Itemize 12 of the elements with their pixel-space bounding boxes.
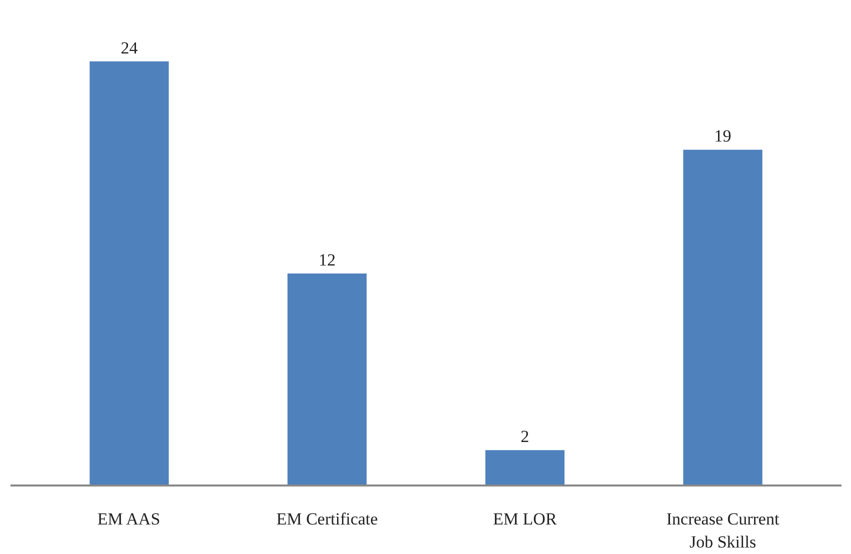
bar xyxy=(288,273,367,486)
x-tick-label: Increase Current Job Skills xyxy=(666,510,780,552)
bar xyxy=(90,61,169,486)
data-label: 12 xyxy=(318,250,336,270)
x-tick-label: EM LOR xyxy=(493,510,558,528)
bar xyxy=(485,450,564,486)
data-label: 2 xyxy=(520,427,530,446)
x-tick-label: EM Certificate xyxy=(276,510,378,528)
x-tick-label: EM AAS xyxy=(97,510,160,528)
data-label: 24 xyxy=(120,38,138,58)
data-label: 19 xyxy=(714,126,732,146)
bar xyxy=(683,150,762,486)
